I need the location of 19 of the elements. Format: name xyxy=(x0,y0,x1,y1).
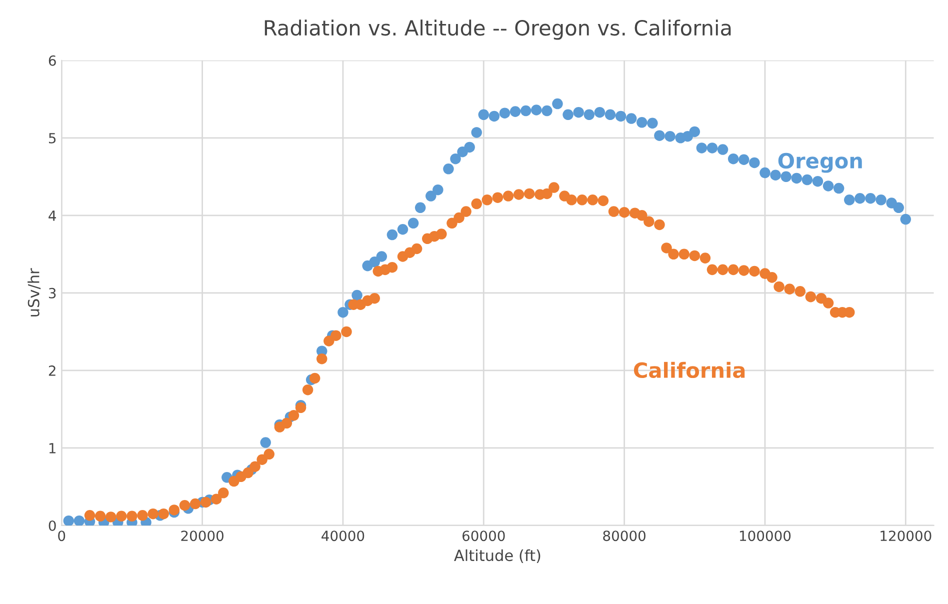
x-tick-label: 0 xyxy=(58,530,66,542)
y-tick-label: 3 xyxy=(48,288,56,298)
x-tick-label: 60000 xyxy=(462,530,505,542)
y-tick-label: 2 xyxy=(48,365,56,376)
y-tick-label: 5 xyxy=(48,133,56,144)
series-label: Oregon xyxy=(778,152,862,173)
x-axis-title: Altitude (ft) xyxy=(454,549,540,563)
text: California xyxy=(634,362,745,378)
y-axis-title: uSv/hr xyxy=(28,268,41,316)
x-tick-label: 80000 xyxy=(603,530,646,542)
y-tick-label: 4 xyxy=(48,210,56,221)
x-tick-label: 100000 xyxy=(740,530,791,542)
y-tick-label: 1 xyxy=(49,443,56,454)
x-tick-label: 20000 xyxy=(181,530,224,542)
x-tick-label: 40000 xyxy=(322,530,364,542)
y-tick-label: 6 xyxy=(48,55,56,66)
x-tick-label: 120000 xyxy=(880,530,932,542)
chart-title: Radiation vs. Altitude -- Oregon vs. California xyxy=(264,20,731,40)
y-tick-label: 0 xyxy=(48,520,56,531)
